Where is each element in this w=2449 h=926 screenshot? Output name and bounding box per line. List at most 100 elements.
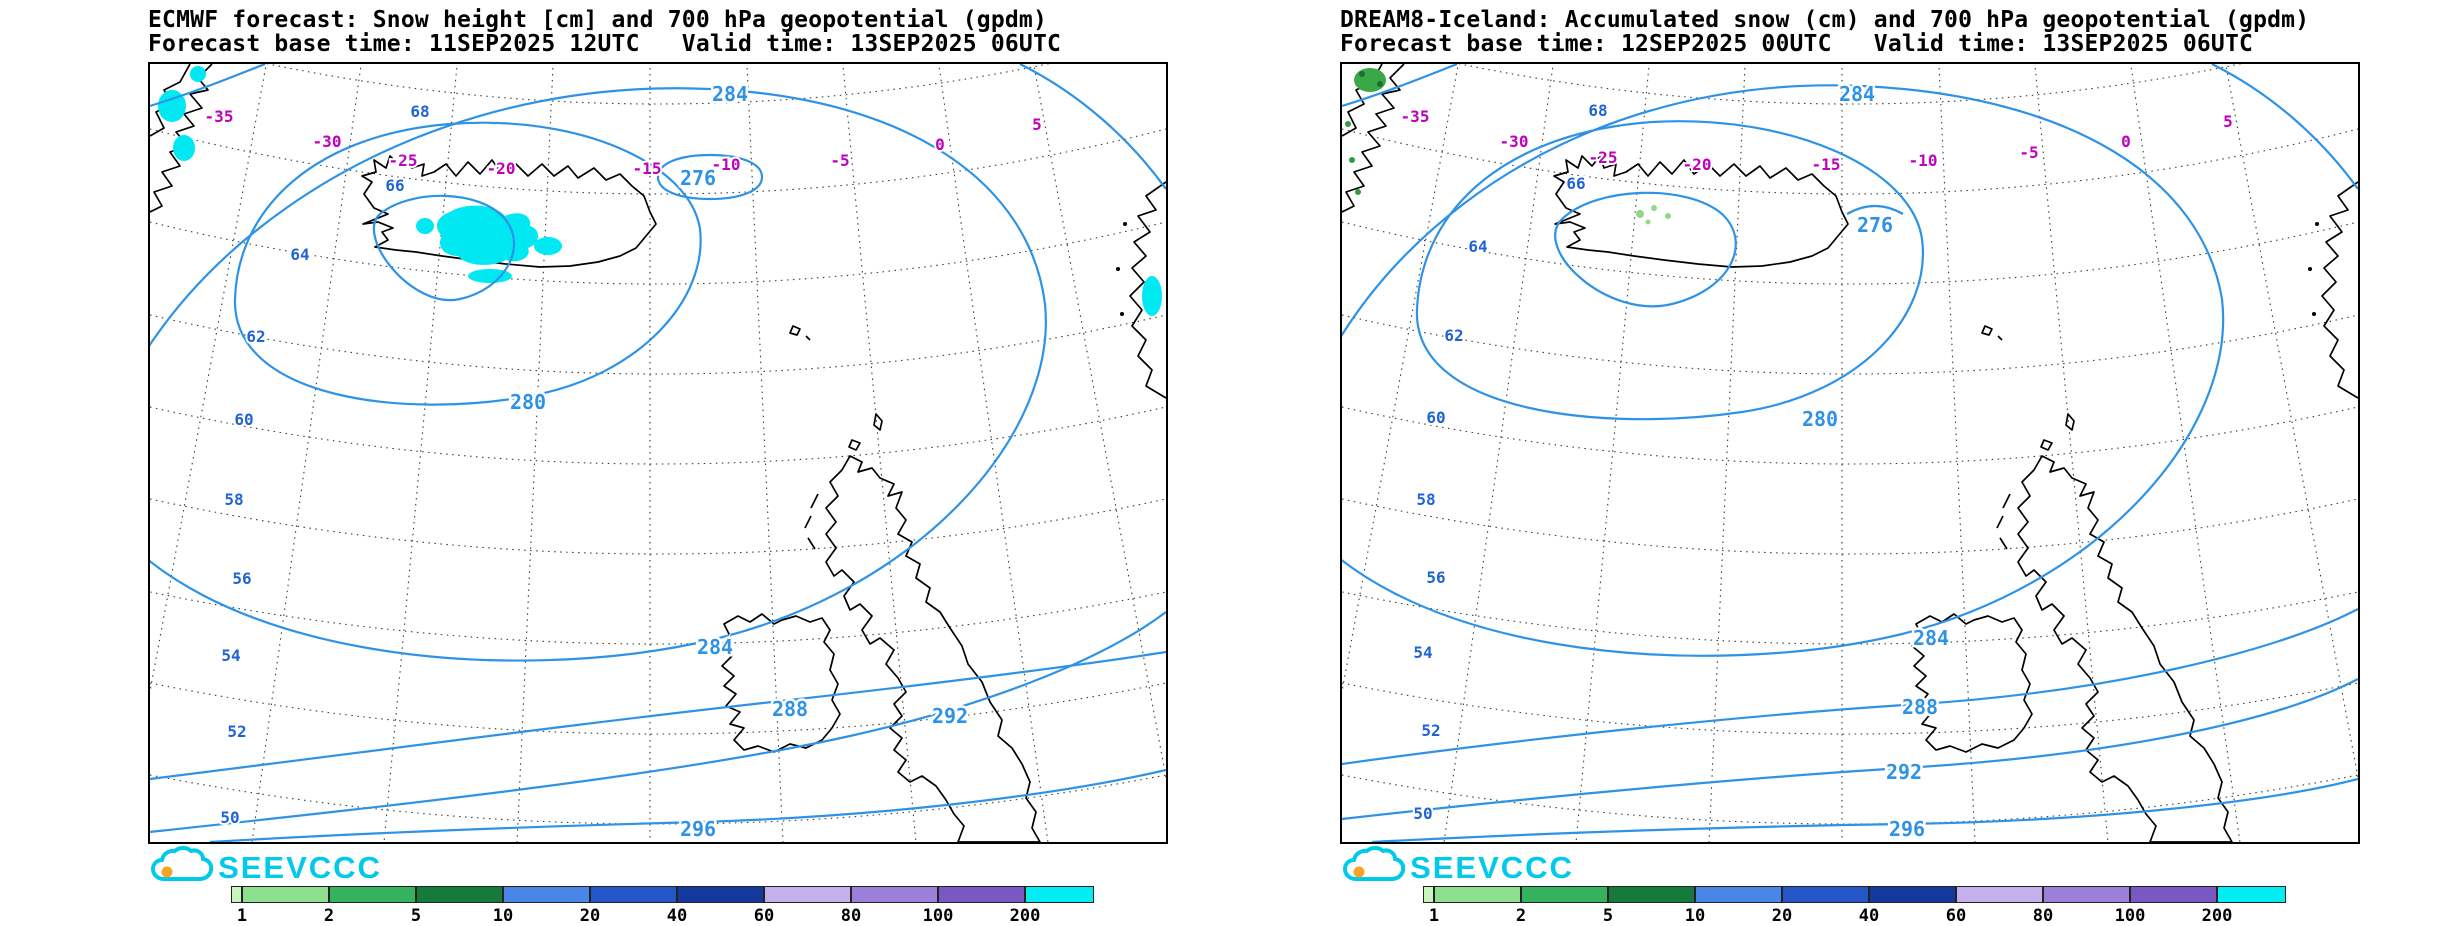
colorbar-segment <box>1025 886 1094 903</box>
latitude-label: 52 <box>1421 721 1440 740</box>
colorbar-tick-label: 40 <box>666 906 688 926</box>
colorbar-segment <box>2130 886 2217 903</box>
contour-276 <box>1846 204 1904 215</box>
temperature-label: 5 <box>1032 115 1042 134</box>
temperature-label: -25 <box>1589 148 1618 167</box>
geopotential-label: 284 <box>1913 626 1949 650</box>
panel-dream8: DREAM8-Iceland: Accumulated snow (cm) an… <box>1340 7 2360 926</box>
panel-subtitle: Forecast base time: 11SEP2025 12UTC Vali… <box>148 31 1062 57</box>
snow-shading <box>158 66 1162 316</box>
snow-patch <box>1645 219 1651 225</box>
temperature-label: -10 <box>712 155 741 174</box>
colorbar-segment <box>329 886 416 903</box>
colorbar-segment <box>242 886 329 903</box>
temperature-label: -20 <box>1683 155 1712 174</box>
temperature-label: -15 <box>1812 155 1841 174</box>
colorbar-tick-label: 20 <box>1771 906 1793 926</box>
map-frame: -35 -30 -25 -20 -15 -10 -5 0 5 68 66 64 … <box>1340 62 2360 844</box>
geopotential-label: 280 <box>510 390 546 414</box>
panel-title: DREAM8-Iceland: Accumulated snow (cm) an… <box>1340 7 2310 33</box>
geopotential-label: 284 <box>697 635 733 659</box>
temperature-label: 0 <box>2121 132 2131 151</box>
snow-patch <box>1345 121 1351 127</box>
colorbar-segment <box>590 886 677 903</box>
contour-288 <box>1342 608 2358 766</box>
latitude-label: 60 <box>1426 408 1445 427</box>
colorbar-segment <box>416 886 503 903</box>
map-frame: -35 -30 -25 -20 -15 -10 -5 0 5 68 66 64 … <box>148 62 1168 844</box>
snow-patch <box>1355 189 1361 195</box>
latitude-label: 50 <box>220 808 239 827</box>
panel-footer: SEEVCCC 1 2 5 10 20 40 60 80 100 200 <box>1340 844 2356 926</box>
panel-subtitle: Forecast base time: 12SEP2025 00UTC Vali… <box>1340 31 2254 57</box>
colorbar-tick-label: 10 <box>1684 906 1706 926</box>
snow-patch <box>1636 210 1644 218</box>
colorbar-segment <box>1434 886 1521 903</box>
snow-patch <box>158 90 186 122</box>
contour-corner-ne <box>1019 64 1166 190</box>
logo-text: SEEVCCC <box>218 850 382 885</box>
temperature-label: -20 <box>487 159 516 178</box>
colorbar-tick-label: 1 <box>1428 906 1440 926</box>
colorbar-tick-label: 100 <box>2114 906 2146 926</box>
temperature-label: -5 <box>2019 143 2038 162</box>
panel-title: ECMWF forecast: Snow height [cm] and 700… <box>148 7 1048 33</box>
sun-icon <box>161 866 173 878</box>
colorbar-segment <box>231 886 242 903</box>
geopotential-contours <box>1342 64 2358 842</box>
latitude-label: 50 <box>1413 804 1432 823</box>
latitude-label: 52 <box>227 722 246 741</box>
contour-corner-nw <box>150 64 266 108</box>
geopotential-contours <box>150 64 1166 842</box>
seevccc-logo: SEEVCCC <box>151 846 382 885</box>
latitude-label: 60 <box>234 410 253 429</box>
snow-patch <box>534 237 562 255</box>
colorbar-segment <box>1869 886 1956 903</box>
latitude-label: 64 <box>1468 237 1487 256</box>
snow-patch <box>173 135 195 161</box>
colorbar-segment <box>503 886 590 903</box>
colorbar-segment <box>851 886 938 903</box>
geopotential-label: 280 <box>1802 407 1838 431</box>
sun-icon <box>1353 866 1365 878</box>
colorbar-tick-label: 40 <box>1858 906 1880 926</box>
colorbar-tick-label: 2 <box>1515 906 1527 926</box>
contour-284 <box>150 87 1047 662</box>
snow-patch <box>468 269 512 283</box>
colorbar-tick-label: 10 <box>492 906 514 926</box>
contour-284 <box>1342 84 2225 657</box>
contour-corner-nw <box>1342 64 1458 108</box>
contour-288 <box>150 650 1166 781</box>
geopotential-label: 284 <box>712 82 748 106</box>
snow-patch <box>190 66 206 82</box>
colorbar-tick-label: 100 <box>922 906 954 926</box>
map-labels: -35 -30 -25 -20 -15 -10 -5 0 5 68 66 64 … <box>203 80 1044 843</box>
temperature-label: 0 <box>935 135 945 154</box>
temperature-label: 5 <box>2223 112 2233 131</box>
snow-patch <box>1142 276 1162 316</box>
temperature-label: -35 <box>1401 107 1430 126</box>
geopotential-label: 288 <box>772 697 808 721</box>
contour-276-inner <box>372 194 516 302</box>
latitude-label: 68 <box>410 102 429 121</box>
colorbar-segment <box>938 886 1025 903</box>
latitude-label: 64 <box>290 245 309 264</box>
geopotential-label: 292 <box>932 704 968 728</box>
colorbar-segment <box>1782 886 1869 903</box>
contour-276-inner <box>1554 191 1737 308</box>
snow-shading <box>1345 68 1671 225</box>
snow-patch <box>1651 205 1657 211</box>
contour-292 <box>150 611 1166 834</box>
geopotential-label: 296 <box>1889 817 1925 841</box>
temperature-label: -25 <box>389 151 418 170</box>
snow-patch <box>1377 81 1383 87</box>
temperature-label: -10 <box>1909 151 1938 170</box>
snow-colorbar: 1 2 5 10 20 40 60 80 100 200 <box>231 886 1094 926</box>
cloud-icon <box>1343 846 1406 881</box>
geopotential-label: 296 <box>680 817 716 841</box>
latitude-label: 58 <box>224 490 243 509</box>
geopotential-label: 292 <box>1886 760 1922 784</box>
colorbar-tick-label: 2 <box>323 906 335 926</box>
latitude-label: 58 <box>1416 490 1435 509</box>
colorbar-tick-label: 80 <box>840 906 862 926</box>
